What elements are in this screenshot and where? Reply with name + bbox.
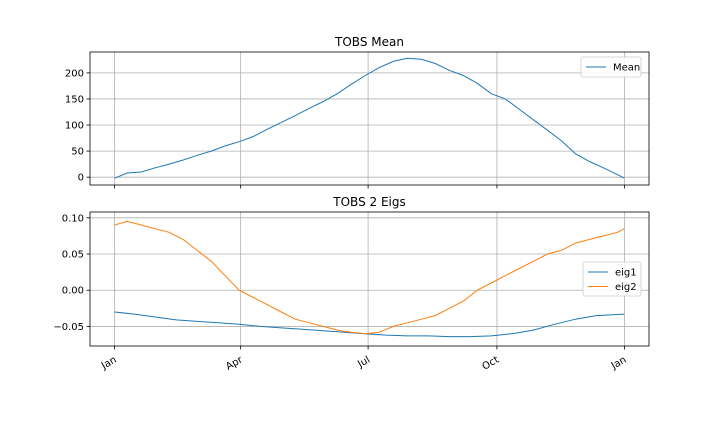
legend: eig1 eig2	[582, 261, 642, 297]
y-tick-label: −0.05	[53, 322, 84, 333]
y-tick-label: 0.05	[62, 250, 84, 261]
y-tick-label: 0.00	[62, 286, 84, 297]
mean-chart: 0 50 100 150 200 TOBS Mean Mean	[65, 35, 650, 189]
axes-frame	[89, 51, 650, 186]
y-tick-label: 200	[65, 68, 84, 79]
legend-box	[582, 261, 642, 297]
legend-label: Mean	[613, 63, 640, 74]
chart-title: TOBS Mean	[334, 35, 404, 49]
plot-area	[90, 52, 649, 185]
chart-title: TOBS 2 Eigs	[332, 195, 405, 209]
legend-label: eig1	[615, 268, 637, 279]
y-tick-label: 150	[65, 94, 84, 105]
y-tick-label: 100	[65, 121, 84, 132]
series-line-eig2	[114, 220, 625, 335]
series-line-Mean	[114, 57, 625, 179]
x-tick-label: Oct	[481, 354, 502, 372]
x-tick-label: Apr	[224, 354, 245, 373]
y-tick-label: 50	[71, 147, 84, 158]
plot-area	[90, 212, 649, 346]
x-tick-label: Jan	[99, 355, 119, 373]
y-tick-label: 0	[78, 173, 84, 184]
legend-box	[580, 56, 642, 78]
x-tick-label: Jul	[355, 355, 372, 371]
legend-label: eig2	[615, 282, 637, 293]
x-tick-label: Jan	[609, 355, 629, 373]
axes-frame	[89, 211, 650, 347]
y-tick-label: 0.10	[62, 213, 84, 224]
legend: Mean	[580, 56, 642, 78]
eigs-chart: −0.05 0.00 0.05 0.10 Jan Apr Jul Oct Jan TOBS 2 E…	[53, 195, 650, 373]
